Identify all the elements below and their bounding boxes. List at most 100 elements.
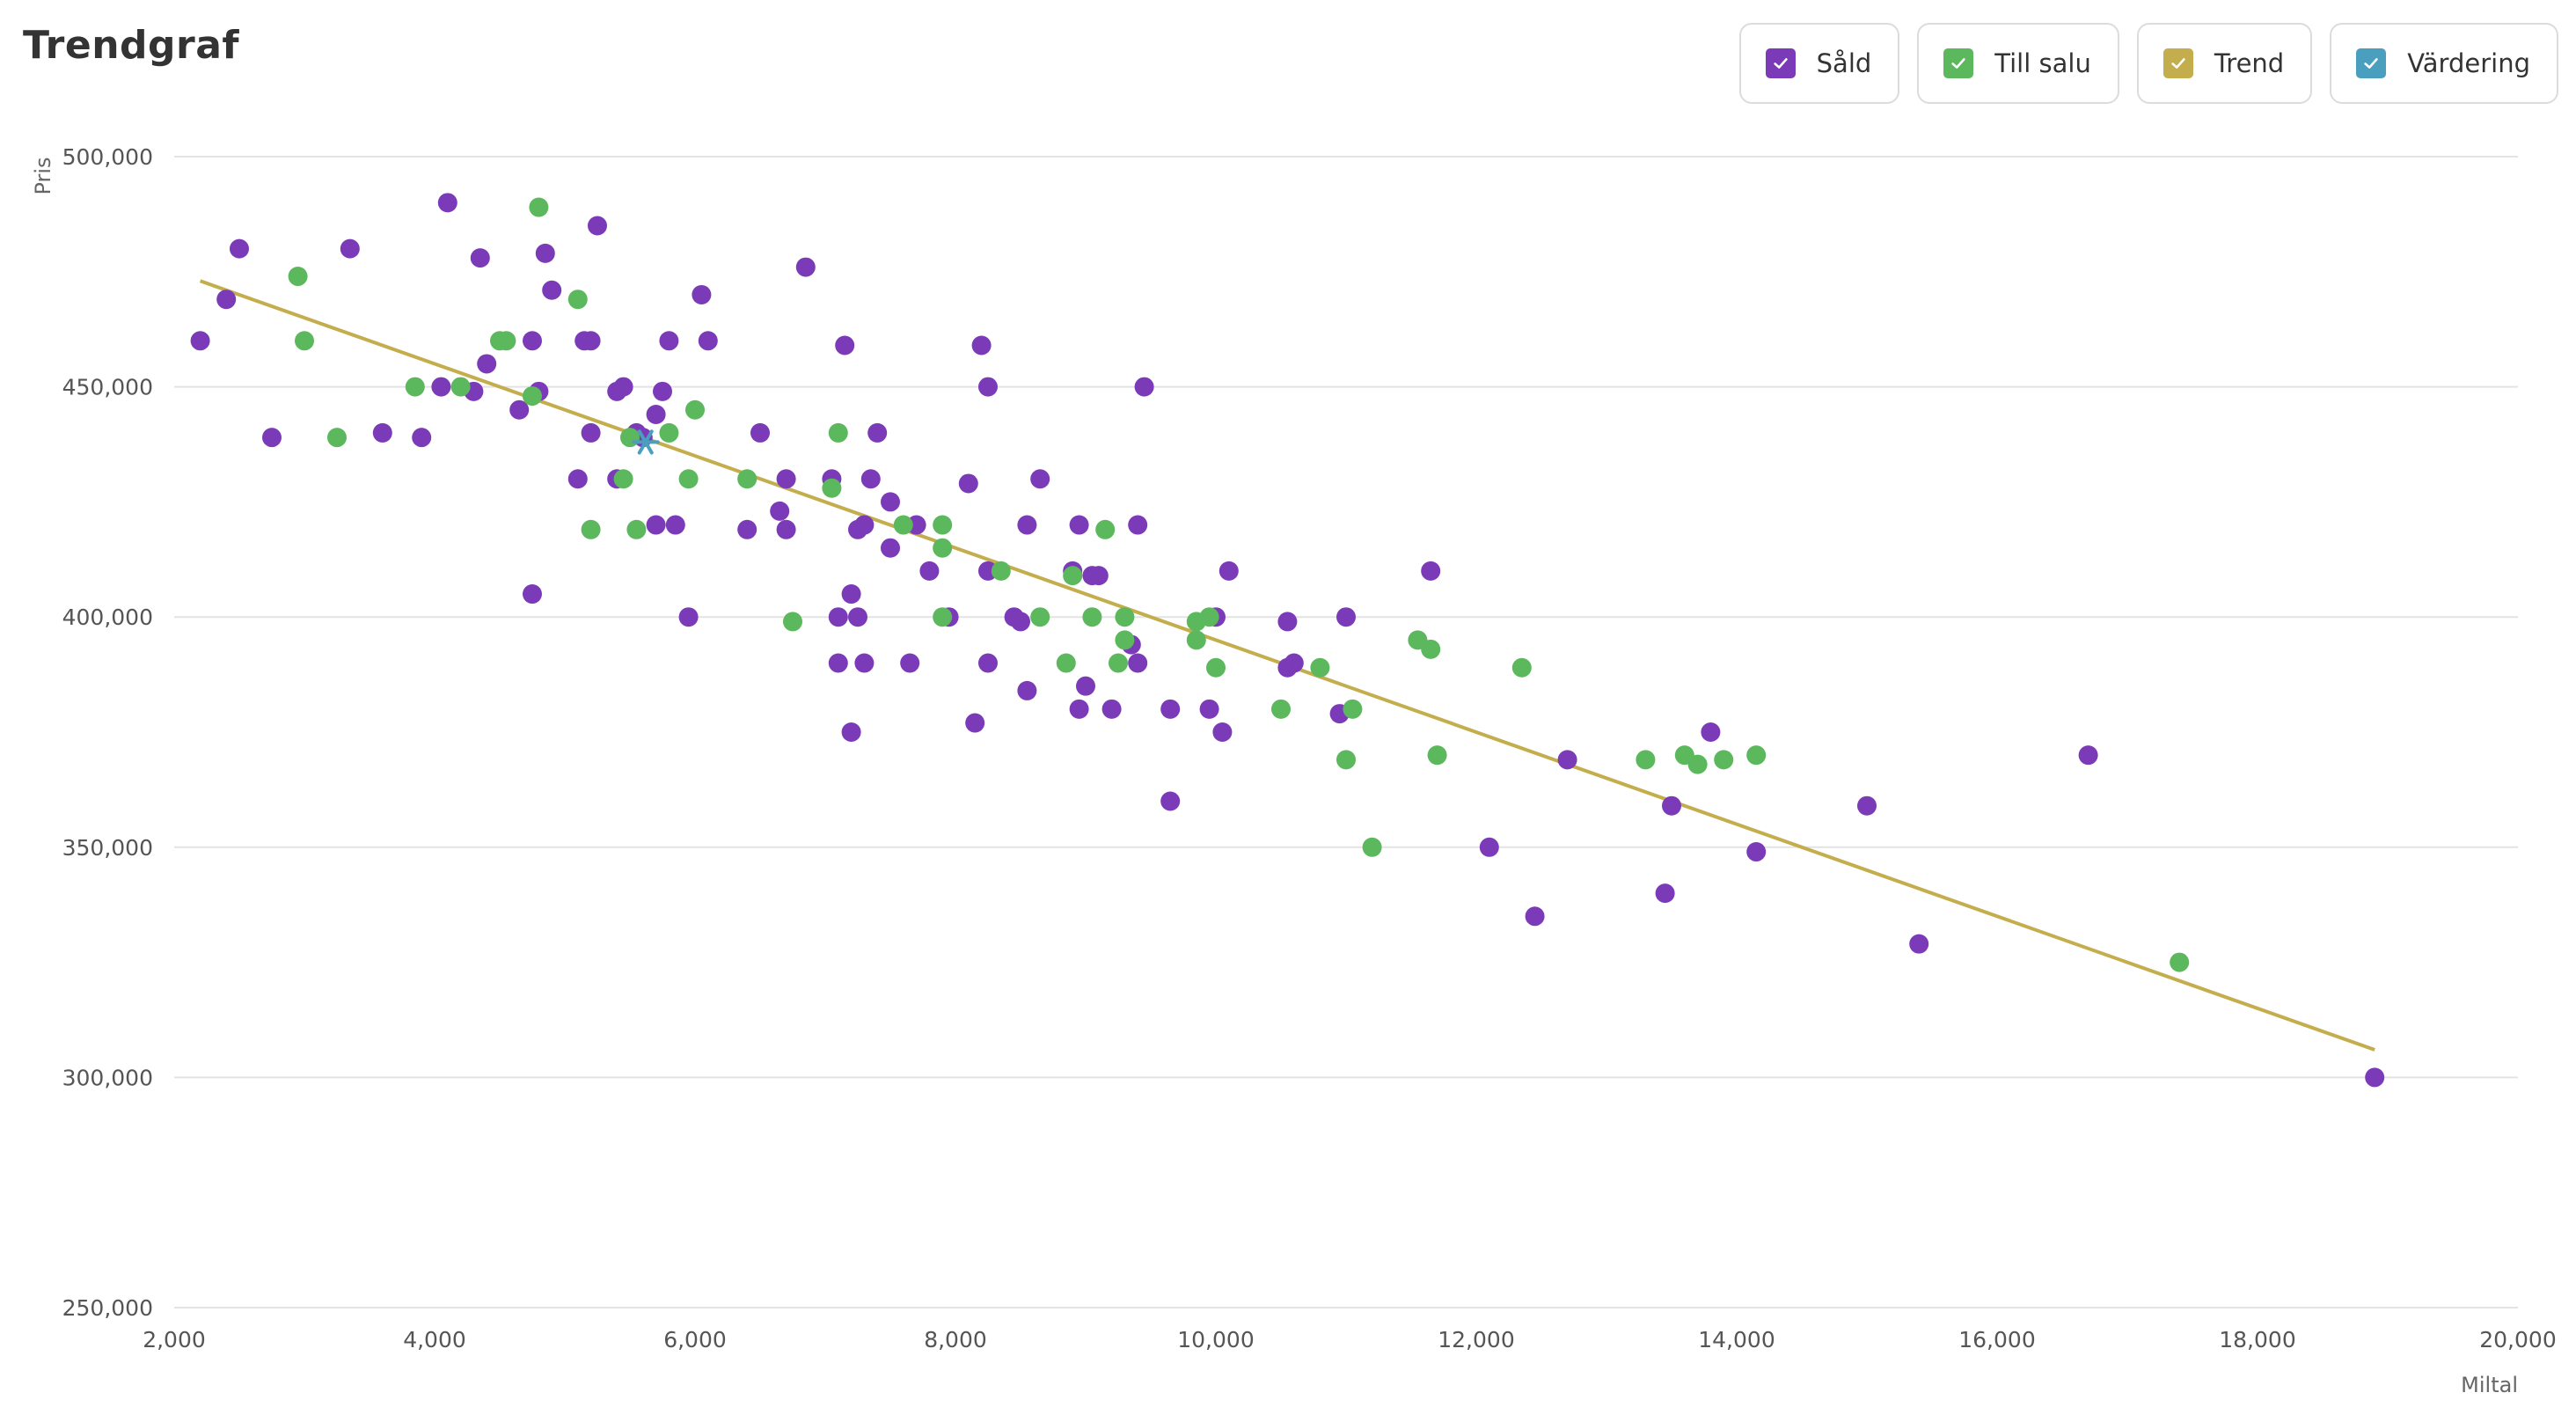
data-point bbox=[965, 713, 985, 733]
data-point bbox=[2170, 952, 2190, 972]
x-tick-label: 20,000 bbox=[2479, 1327, 2556, 1352]
x-axis-label: Miltal bbox=[2461, 1373, 2518, 1397]
data-point bbox=[692, 284, 712, 304]
chart-title: Trendgraf bbox=[23, 23, 240, 68]
data-point bbox=[795, 257, 816, 277]
data-point bbox=[523, 386, 542, 407]
data-point bbox=[1160, 791, 1181, 811]
data-point bbox=[958, 473, 978, 494]
data-point bbox=[1284, 653, 1304, 673]
data-point bbox=[1115, 607, 1135, 627]
data-point bbox=[1857, 795, 1877, 816]
data-point bbox=[1069, 515, 1089, 535]
data-point bbox=[776, 469, 796, 489]
data-point bbox=[470, 248, 490, 268]
data-point bbox=[1310, 657, 1330, 678]
data-point bbox=[665, 515, 685, 535]
legend-item-trend[interactable]: Trend bbox=[2136, 23, 2313, 104]
data-point bbox=[523, 331, 542, 351]
data-point bbox=[190, 331, 210, 351]
data-point bbox=[1160, 699, 1181, 719]
data-point bbox=[340, 238, 360, 259]
data-point bbox=[327, 428, 347, 448]
legend-label: Såld bbox=[1816, 48, 1872, 78]
y-tick-label: 400,000 bbox=[62, 605, 153, 630]
data-point bbox=[613, 377, 633, 397]
data-point bbox=[835, 335, 855, 356]
y-axis-label: Pris bbox=[31, 157, 55, 194]
x-tick-label: 14,000 bbox=[1698, 1327, 1775, 1352]
x-axis: 2,000 4,000 6,000 8,000 10,000 12,000 14,000 16… bbox=[143, 1327, 2557, 1352]
checkbox-icon bbox=[2356, 48, 2387, 78]
data-point bbox=[523, 584, 542, 605]
x-tick-label: 18,000 bbox=[2219, 1327, 2295, 1352]
data-point bbox=[295, 331, 314, 351]
data-point bbox=[1088, 566, 1109, 586]
data-point bbox=[1017, 515, 1037, 535]
legend-item-vardering[interactable]: Värdering bbox=[2330, 23, 2558, 104]
data-point bbox=[646, 515, 666, 535]
data-point bbox=[867, 422, 888, 443]
data-point bbox=[567, 290, 588, 310]
points-layer bbox=[190, 193, 2385, 1088]
x-tick-label: 8,000 bbox=[924, 1327, 987, 1352]
data-point bbox=[1056, 653, 1076, 673]
data-point bbox=[1525, 906, 1545, 927]
data-point bbox=[1746, 842, 1767, 862]
data-point bbox=[646, 404, 666, 424]
data-point bbox=[1206, 657, 1226, 678]
data-point bbox=[431, 377, 451, 397]
data-point bbox=[1011, 612, 1030, 632]
legend-item-sald[interactable]: Såld bbox=[1738, 23, 1900, 104]
data-point bbox=[1557, 750, 1577, 770]
data-point bbox=[1909, 934, 1929, 954]
data-point bbox=[1063, 566, 1083, 586]
data-point bbox=[659, 331, 679, 351]
x-tick-label: 2,000 bbox=[143, 1327, 206, 1352]
data-point bbox=[1199, 607, 1219, 627]
data-point bbox=[496, 331, 516, 351]
data-point bbox=[567, 469, 588, 489]
data-point bbox=[1662, 795, 1681, 816]
data-point bbox=[262, 428, 282, 448]
data-point bbox=[685, 399, 705, 420]
data-point bbox=[678, 469, 699, 489]
data-point bbox=[1128, 653, 1148, 673]
data-point bbox=[1511, 657, 1532, 678]
data-point bbox=[405, 377, 425, 397]
data-point bbox=[1655, 883, 1675, 904]
data-point bbox=[412, 428, 432, 448]
valuation-marker-stroke bbox=[637, 429, 654, 455]
y-tick-label: 450,000 bbox=[62, 375, 153, 400]
data-point bbox=[841, 722, 861, 742]
data-point bbox=[1115, 630, 1135, 650]
data-point bbox=[776, 519, 796, 539]
data-point bbox=[1277, 612, 1298, 632]
grid bbox=[174, 156, 2518, 1308]
y-tick-label: 500,000 bbox=[62, 144, 153, 170]
data-point bbox=[542, 280, 562, 300]
data-point bbox=[659, 422, 679, 443]
data-point bbox=[860, 469, 881, 489]
data-point bbox=[978, 377, 998, 397]
data-point bbox=[1687, 754, 1708, 774]
data-point bbox=[477, 354, 497, 374]
x-tick-label: 4,000 bbox=[403, 1327, 466, 1352]
data-point bbox=[1076, 676, 1095, 696]
data-point bbox=[2078, 745, 2098, 766]
legend-item-till-salu[interactable]: Till salu bbox=[1917, 23, 2119, 104]
data-point bbox=[978, 653, 998, 673]
data-point bbox=[933, 607, 953, 627]
legend-label: Trend bbox=[2214, 48, 2285, 78]
data-point bbox=[372, 422, 392, 443]
data-point bbox=[881, 538, 900, 558]
data-point bbox=[288, 267, 308, 287]
valuation-marker bbox=[631, 429, 660, 455]
data-point bbox=[1271, 699, 1291, 719]
data-point bbox=[581, 331, 601, 351]
checkbox-icon bbox=[1943, 48, 1974, 78]
data-point bbox=[1199, 699, 1219, 719]
data-point bbox=[216, 290, 237, 310]
data-point bbox=[1336, 607, 1356, 627]
